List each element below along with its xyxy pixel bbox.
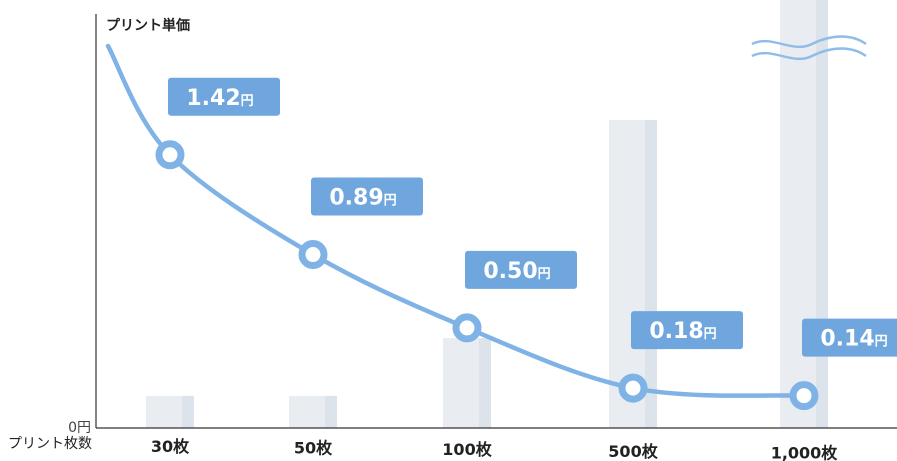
- background-bar-shade-4: [816, 0, 828, 428]
- data-point-4: [789, 381, 819, 411]
- data-point-0: [155, 140, 185, 170]
- data-label-1: 0.89円: [329, 186, 396, 211]
- data-label-box-0: [168, 77, 280, 116]
- data-label-number-2: 0.50: [483, 259, 537, 284]
- background-bar-shade-1: [325, 395, 337, 428]
- data-label-2: 0.50円: [483, 259, 550, 284]
- data-label-box-4: [802, 318, 897, 357]
- background-bar-shade-2: [479, 338, 491, 428]
- background-bar-shade-3: [645, 119, 657, 428]
- x-tick-label-1: 50枚: [294, 439, 333, 458]
- data-label-3: 0.18円: [649, 319, 716, 344]
- data-label-4: 0.14円: [820, 327, 887, 352]
- axis-break-wave-icon: [751, 35, 867, 61]
- data-points: [155, 140, 819, 411]
- data-label-unit-0: 円: [241, 94, 254, 109]
- x-axis-title: プリント枚数: [8, 436, 92, 452]
- data-point-3: [618, 373, 648, 403]
- data-label-unit-3: 円: [704, 327, 717, 342]
- data-label-box-1: [311, 177, 423, 216]
- x-tick-label-3: 500枚: [608, 442, 658, 461]
- x-tick-labels: 30枚 50枚 100枚 500枚 1,000枚: [151, 437, 838, 461]
- data-label-unit-1: 円: [384, 194, 397, 209]
- x-tick-label-0: 30枚: [151, 437, 190, 456]
- y-zero-label: 0円: [68, 420, 91, 436]
- data-point-2: [452, 313, 482, 343]
- x-tick-label-2: 100枚: [442, 440, 492, 459]
- data-label-number-4: 0.14: [820, 327, 874, 352]
- data-label-number-1: 0.89: [329, 186, 383, 211]
- data-point-1: [298, 240, 328, 270]
- data-label-0: 1.42円: [186, 86, 253, 111]
- data-label-unit-4: 円: [875, 335, 888, 350]
- y-axis-title: プリント単価: [106, 17, 190, 34]
- data-label-box-2: [465, 250, 577, 289]
- background-bar-shade-0: [182, 395, 194, 428]
- x-tick-label-4: 1,000枚: [771, 443, 839, 461]
- data-label-unit-2: 円: [538, 267, 551, 282]
- data-label-number-0: 1.42: [186, 86, 240, 111]
- data-label-box-3: [631, 311, 743, 350]
- data-label-number-3: 0.18: [649, 319, 703, 344]
